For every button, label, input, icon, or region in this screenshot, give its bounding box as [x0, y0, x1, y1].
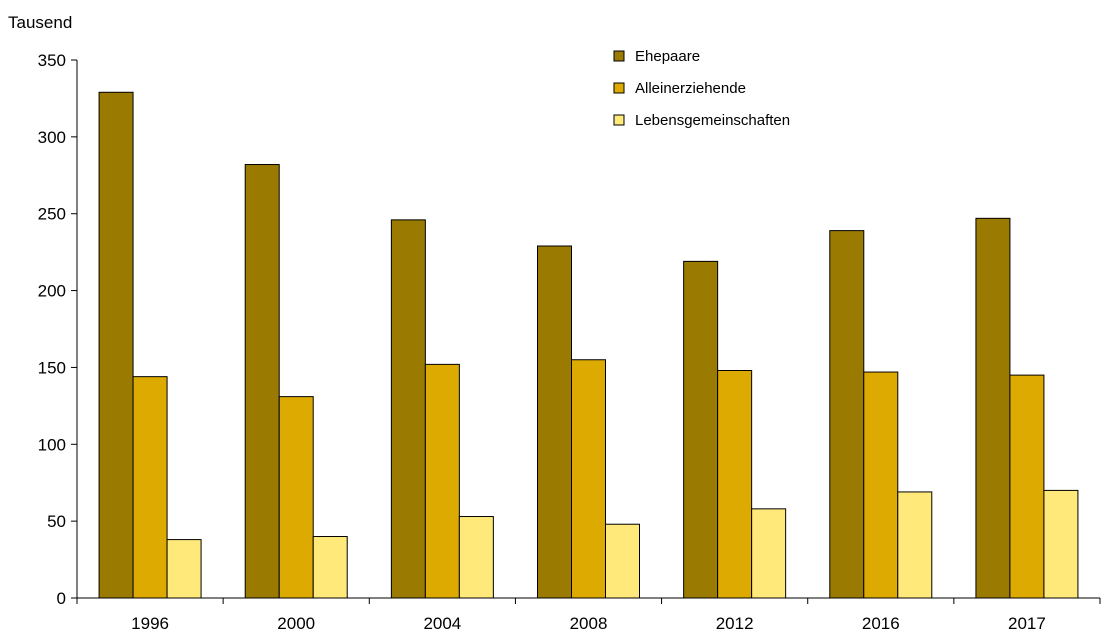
y-tick-label: 100: [38, 435, 66, 454]
bar-alleinerziehende-2012: [717, 370, 753, 599]
y-tick-label: 50: [47, 512, 66, 531]
bar-ehepaare-2008: [537, 245, 572, 599]
bar-alleinerziehende-2017: [1009, 374, 1045, 599]
bar-alleinerziehende-2016: [863, 371, 899, 599]
x-tick-label: 2017: [1008, 614, 1046, 633]
y-tick-label: 0: [57, 589, 66, 608]
y-axis-unit-label: Tausend: [8, 13, 72, 32]
y-tick-label: 350: [38, 51, 66, 70]
bar-ehepaare-2016: [829, 230, 865, 599]
bar-alleinerziehende-2008: [571, 359, 606, 599]
legend: Ehepaare Alleinerziehende Lebensgemeinscha…: [613, 48, 790, 129]
legend-swatch-alleinerziehende: [613, 82, 625, 94]
bar-lebensgemeinschaften-2008: [605, 523, 640, 599]
bars-layer: [98, 91, 1079, 599]
x-tick-label: 2016: [862, 614, 900, 633]
y-tick-label: 150: [38, 358, 66, 377]
bar-ehepaare-2004: [390, 219, 426, 599]
bar-lebensgemeinschaften-2004: [458, 516, 494, 599]
bar-lebensgemeinschaften-2016: [897, 491, 933, 599]
legend-label-ehepaare: Ehepaare: [635, 48, 700, 65]
legend-label-alleinerziehende: Alleinerziehende: [635, 80, 746, 97]
x-tick-label: 2012: [716, 614, 754, 633]
bar-lebensgemeinschaften-2017: [1043, 489, 1079, 599]
x-tick-label: 2008: [570, 614, 608, 633]
bar-ehepaare-1996: [98, 91, 134, 599]
legend-swatch-lebensgemeinschaften: [613, 114, 625, 126]
y-tick-label: 300: [38, 128, 66, 147]
legend-label-lebensgemeinschaften: Lebensgemeinschaften: [635, 112, 790, 129]
bar-alleinerziehende-2004: [424, 363, 460, 599]
legend-swatch-ehepaare: [613, 50, 625, 62]
bar-alleinerziehende-2000: [278, 396, 314, 599]
bar-ehepaare-2000: [244, 164, 280, 599]
bar-ehepaare-2017: [975, 217, 1011, 599]
y-tick-label: 250: [38, 205, 66, 224]
x-tick-label: 1996: [131, 614, 169, 633]
y-tick-label: 200: [38, 282, 66, 301]
x-tick-label: 2004: [423, 614, 461, 633]
bar-lebensgemeinschaften-1996: [166, 539, 202, 599]
bar-alleinerziehende-1996: [132, 376, 168, 599]
bar-lebensgemeinschaften-2012: [751, 508, 787, 599]
bar-ehepaare-2012: [683, 260, 719, 599]
ticks-layer: 0 50 100 150 200 250 300 350 1996 2000 2004 2008 201…: [38, 51, 1101, 633]
bar-lebensgemeinschaften-2000: [312, 536, 348, 599]
x-tick-label: 2000: [277, 614, 315, 633]
axes-layer: [76, 60, 1100, 599]
